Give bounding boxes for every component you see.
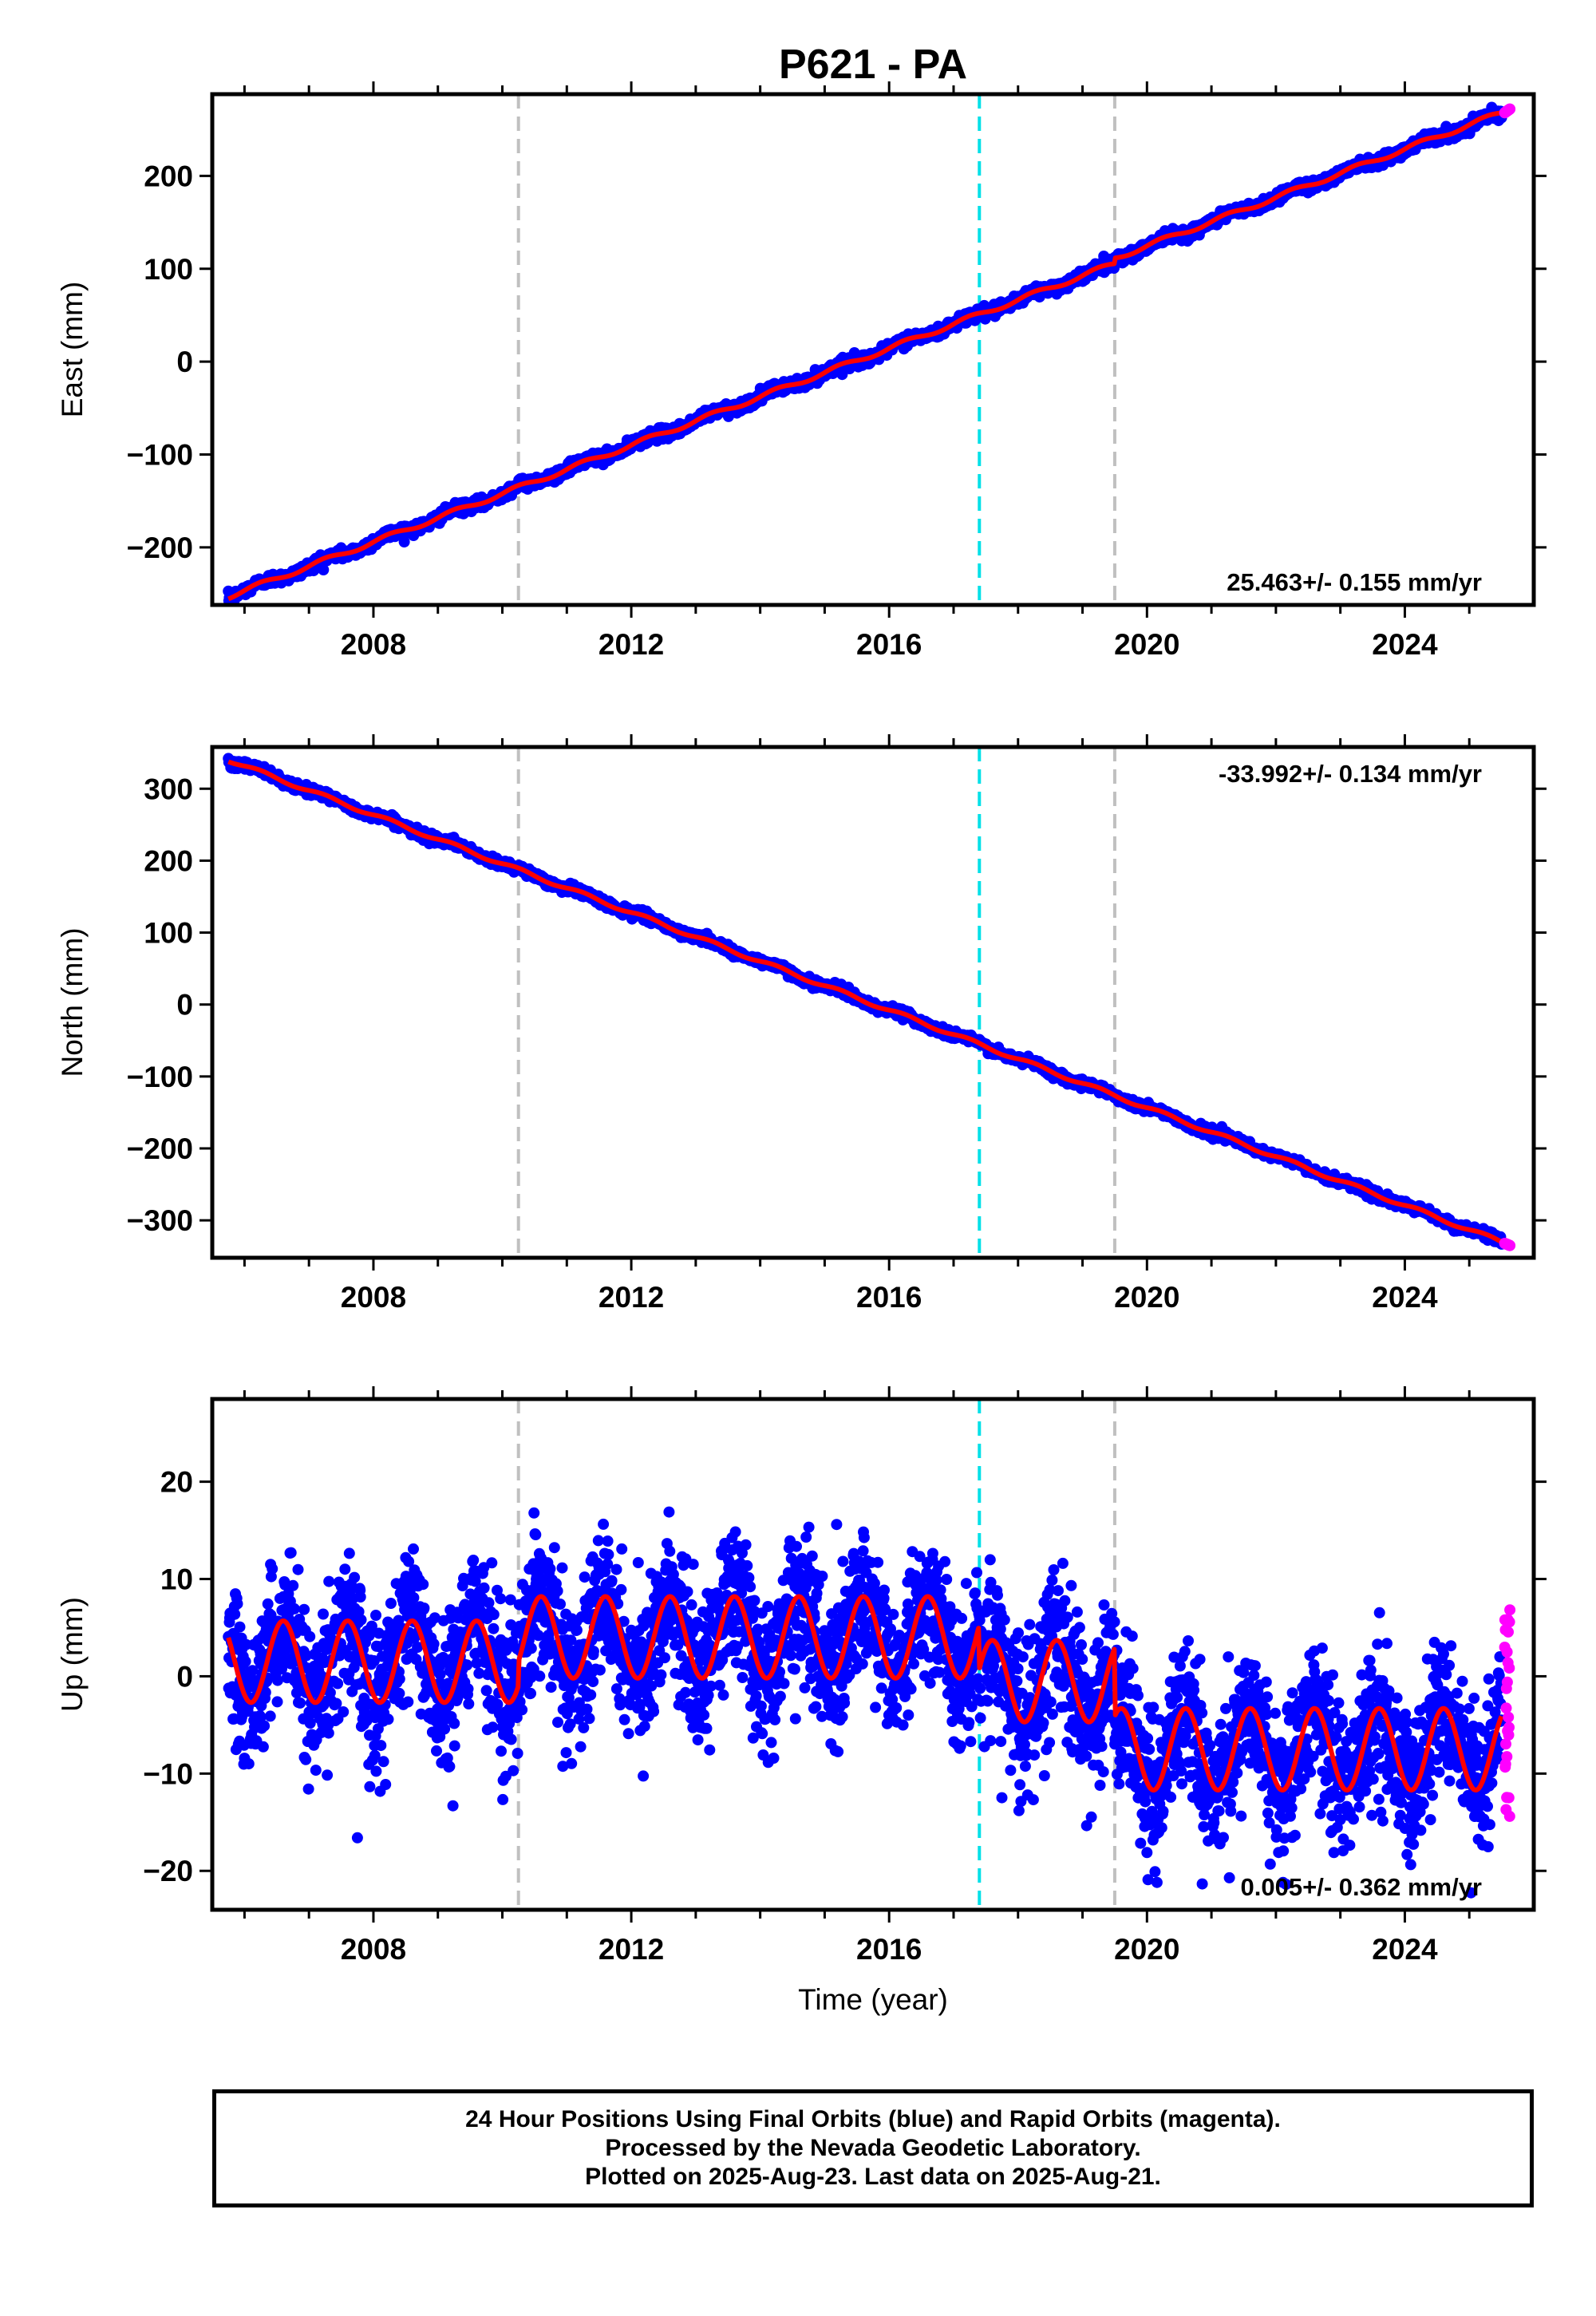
north-panel: 2008 2012 2016 2020 2024−300−200−10001002003…	[56, 734, 1547, 1314]
east-y-tick-label: −100	[127, 438, 193, 471]
east-y-tick-label: −200	[127, 532, 193, 564]
east-y-tick-label: 0	[176, 346, 193, 378]
east-x-tick-label: 2020	[1114, 628, 1179, 661]
east-y-tick-label: 200	[144, 160, 193, 192]
east-data-point	[318, 564, 330, 575]
east-rapid-orbit-points	[1499, 103, 1516, 119]
east-x-tick-label: 2024	[1372, 628, 1438, 661]
east-y-axis-title: East (mm)	[56, 282, 89, 418]
east-y-tick-label: 100	[144, 253, 193, 286]
east-x-tick-label: 2016	[856, 628, 922, 661]
east-panel: 2008 2012 2016 2020 2024 −200 −100 0 100 200 East …	[56, 81, 1547, 661]
east-rate-label: 25.463+/- 0.155 mm/yr	[1227, 568, 1482, 596]
east-model-fit-line	[227, 110, 1503, 602]
east-final-orbit-points	[223, 101, 1507, 605]
east-frame	[210, 92, 1536, 607]
north-plot-area	[223, 747, 1516, 1258]
east-x-tick-label: 2012	[598, 628, 664, 661]
east-x-tick-label: 2008	[341, 628, 406, 661]
east-plot-area	[223, 94, 1516, 605]
east-rapid-point	[1504, 103, 1516, 115]
